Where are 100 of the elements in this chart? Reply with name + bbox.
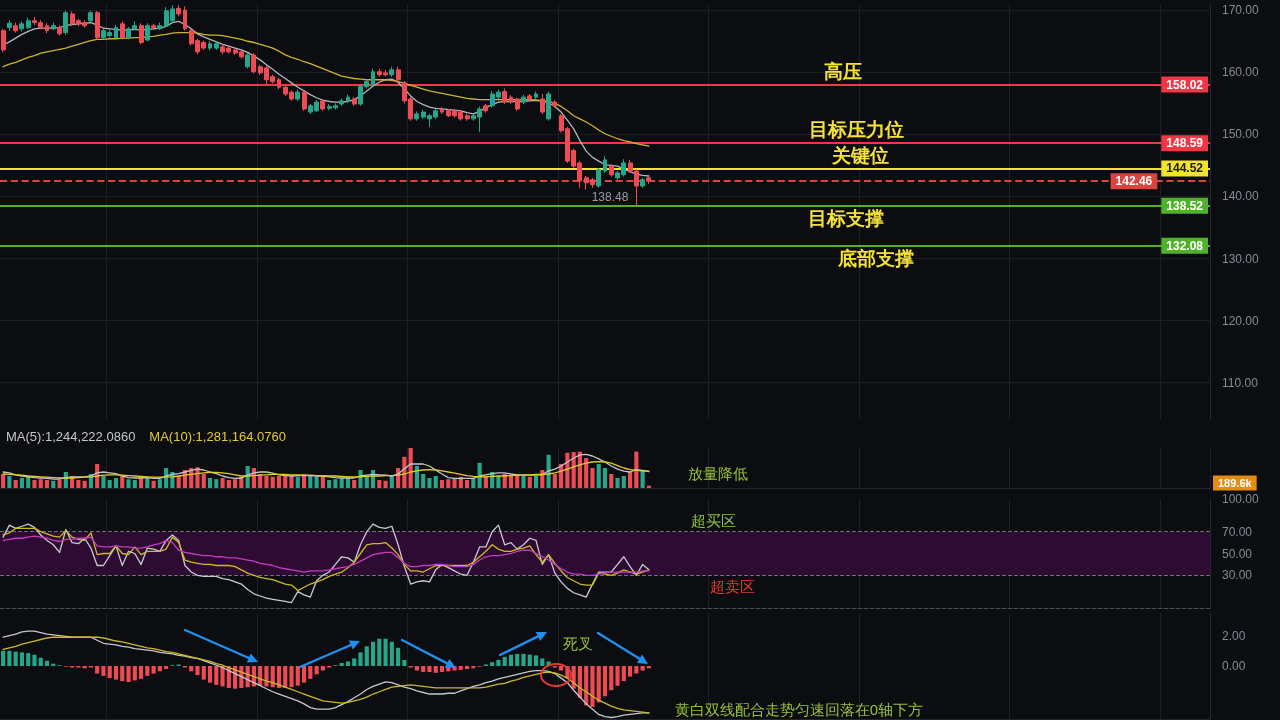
text: 189.6k bbox=[1217, 477, 1253, 489]
bar bbox=[176, 476, 181, 488]
bar bbox=[602, 468, 608, 488]
bar bbox=[270, 476, 275, 488]
candlestick bbox=[208, 40, 212, 52]
bar bbox=[302, 666, 307, 683]
candlestick bbox=[371, 68, 375, 87]
bar bbox=[132, 480, 137, 488]
bar bbox=[195, 666, 200, 676]
bar bbox=[107, 666, 112, 679]
ref-line-label: 148.59 bbox=[1166, 136, 1204, 151]
bar bbox=[226, 480, 231, 488]
bar bbox=[590, 468, 595, 488]
line-series bbox=[2, 31, 650, 147]
bar bbox=[289, 666, 294, 688]
bar bbox=[596, 666, 601, 703]
ref-line-label: 132.08 bbox=[1166, 238, 1204, 253]
y-tick-label: 70.00 bbox=[1222, 524, 1253, 539]
bar bbox=[220, 478, 225, 488]
candlestick bbox=[95, 10, 100, 40]
bar bbox=[552, 474, 557, 488]
ref-line-label: 超卖区 bbox=[709, 577, 755, 595]
bar bbox=[19, 652, 25, 666]
candlestick bbox=[534, 91, 538, 100]
bar bbox=[314, 666, 319, 675]
bar bbox=[490, 662, 495, 666]
bar bbox=[508, 476, 514, 488]
line-series bbox=[2, 523, 650, 604]
bar bbox=[113, 666, 119, 680]
y-tick-label: 170.00 bbox=[1222, 3, 1260, 18]
bar bbox=[383, 480, 388, 488]
annotation: 138.48 bbox=[591, 189, 629, 204]
bar bbox=[214, 666, 219, 685]
bar bbox=[358, 470, 363, 488]
y-tick-label: 160.00 bbox=[1222, 65, 1260, 80]
bar bbox=[189, 666, 194, 672]
bar bbox=[44, 660, 50, 666]
candlestick bbox=[45, 22, 49, 34]
bar bbox=[458, 666, 463, 670]
bar bbox=[289, 476, 294, 488]
candlestick bbox=[145, 22, 150, 42]
bar bbox=[107, 480, 112, 488]
candlestick bbox=[352, 96, 357, 107]
bar bbox=[132, 666, 137, 681]
bar bbox=[201, 474, 206, 488]
bar bbox=[320, 666, 325, 671]
bar bbox=[38, 657, 43, 666]
bar bbox=[157, 479, 162, 488]
y-tick-label: 110.00 bbox=[1222, 375, 1259, 390]
candlestick bbox=[51, 22, 56, 31]
candlestick bbox=[339, 97, 344, 107]
bar bbox=[308, 476, 313, 488]
candlestick bbox=[609, 163, 614, 178]
y-tick-label: 100.00 bbox=[1222, 492, 1260, 506]
bar bbox=[421, 474, 426, 488]
bar bbox=[283, 666, 288, 688]
bar bbox=[32, 480, 37, 488]
candlestick bbox=[596, 167, 601, 189]
ref-line-label: 超买区 bbox=[691, 512, 737, 530]
candlestick bbox=[502, 87, 507, 105]
bar bbox=[44, 480, 50, 488]
bar bbox=[502, 656, 507, 666]
bar bbox=[151, 480, 156, 488]
candlestick bbox=[19, 20, 24, 32]
y-tick-label: 130.00 bbox=[1222, 251, 1260, 266]
candlestick bbox=[483, 103, 488, 114]
bar bbox=[120, 476, 125, 488]
bar bbox=[634, 451, 639, 488]
annotation: 底部支撑 bbox=[837, 248, 915, 270]
bar bbox=[283, 475, 288, 488]
y-tick-label: 140.00 bbox=[1222, 189, 1260, 204]
bar bbox=[634, 666, 639, 674]
bar bbox=[377, 638, 382, 666]
bar bbox=[295, 666, 300, 686]
bar bbox=[439, 480, 445, 488]
text: MA(10):1,281,164.0760 bbox=[149, 428, 286, 444]
candlestick bbox=[176, 4, 181, 17]
bar bbox=[13, 480, 18, 488]
bar bbox=[402, 659, 407, 666]
bar bbox=[383, 638, 388, 666]
candlestick bbox=[527, 93, 532, 102]
bar bbox=[214, 479, 219, 488]
bar bbox=[465, 480, 470, 488]
y-tick-label: 2.00 bbox=[1222, 628, 1246, 643]
bar bbox=[113, 478, 119, 488]
candlestick bbox=[139, 22, 144, 45]
y-tick-label: 0.00 bbox=[1222, 659, 1246, 673]
candlestick bbox=[465, 113, 470, 122]
bar bbox=[584, 458, 589, 488]
bar bbox=[7, 476, 12, 488]
candlestick bbox=[295, 89, 300, 102]
bar bbox=[13, 651, 18, 666]
annotation: 高压 bbox=[824, 61, 863, 83]
candlestick bbox=[1, 28, 6, 53]
bar bbox=[615, 478, 620, 488]
bar bbox=[621, 476, 626, 488]
bar bbox=[126, 666, 131, 682]
candlestick bbox=[57, 24, 62, 37]
text: MA(5):1,244,222.0860 bbox=[6, 428, 136, 444]
bar bbox=[51, 480, 56, 488]
